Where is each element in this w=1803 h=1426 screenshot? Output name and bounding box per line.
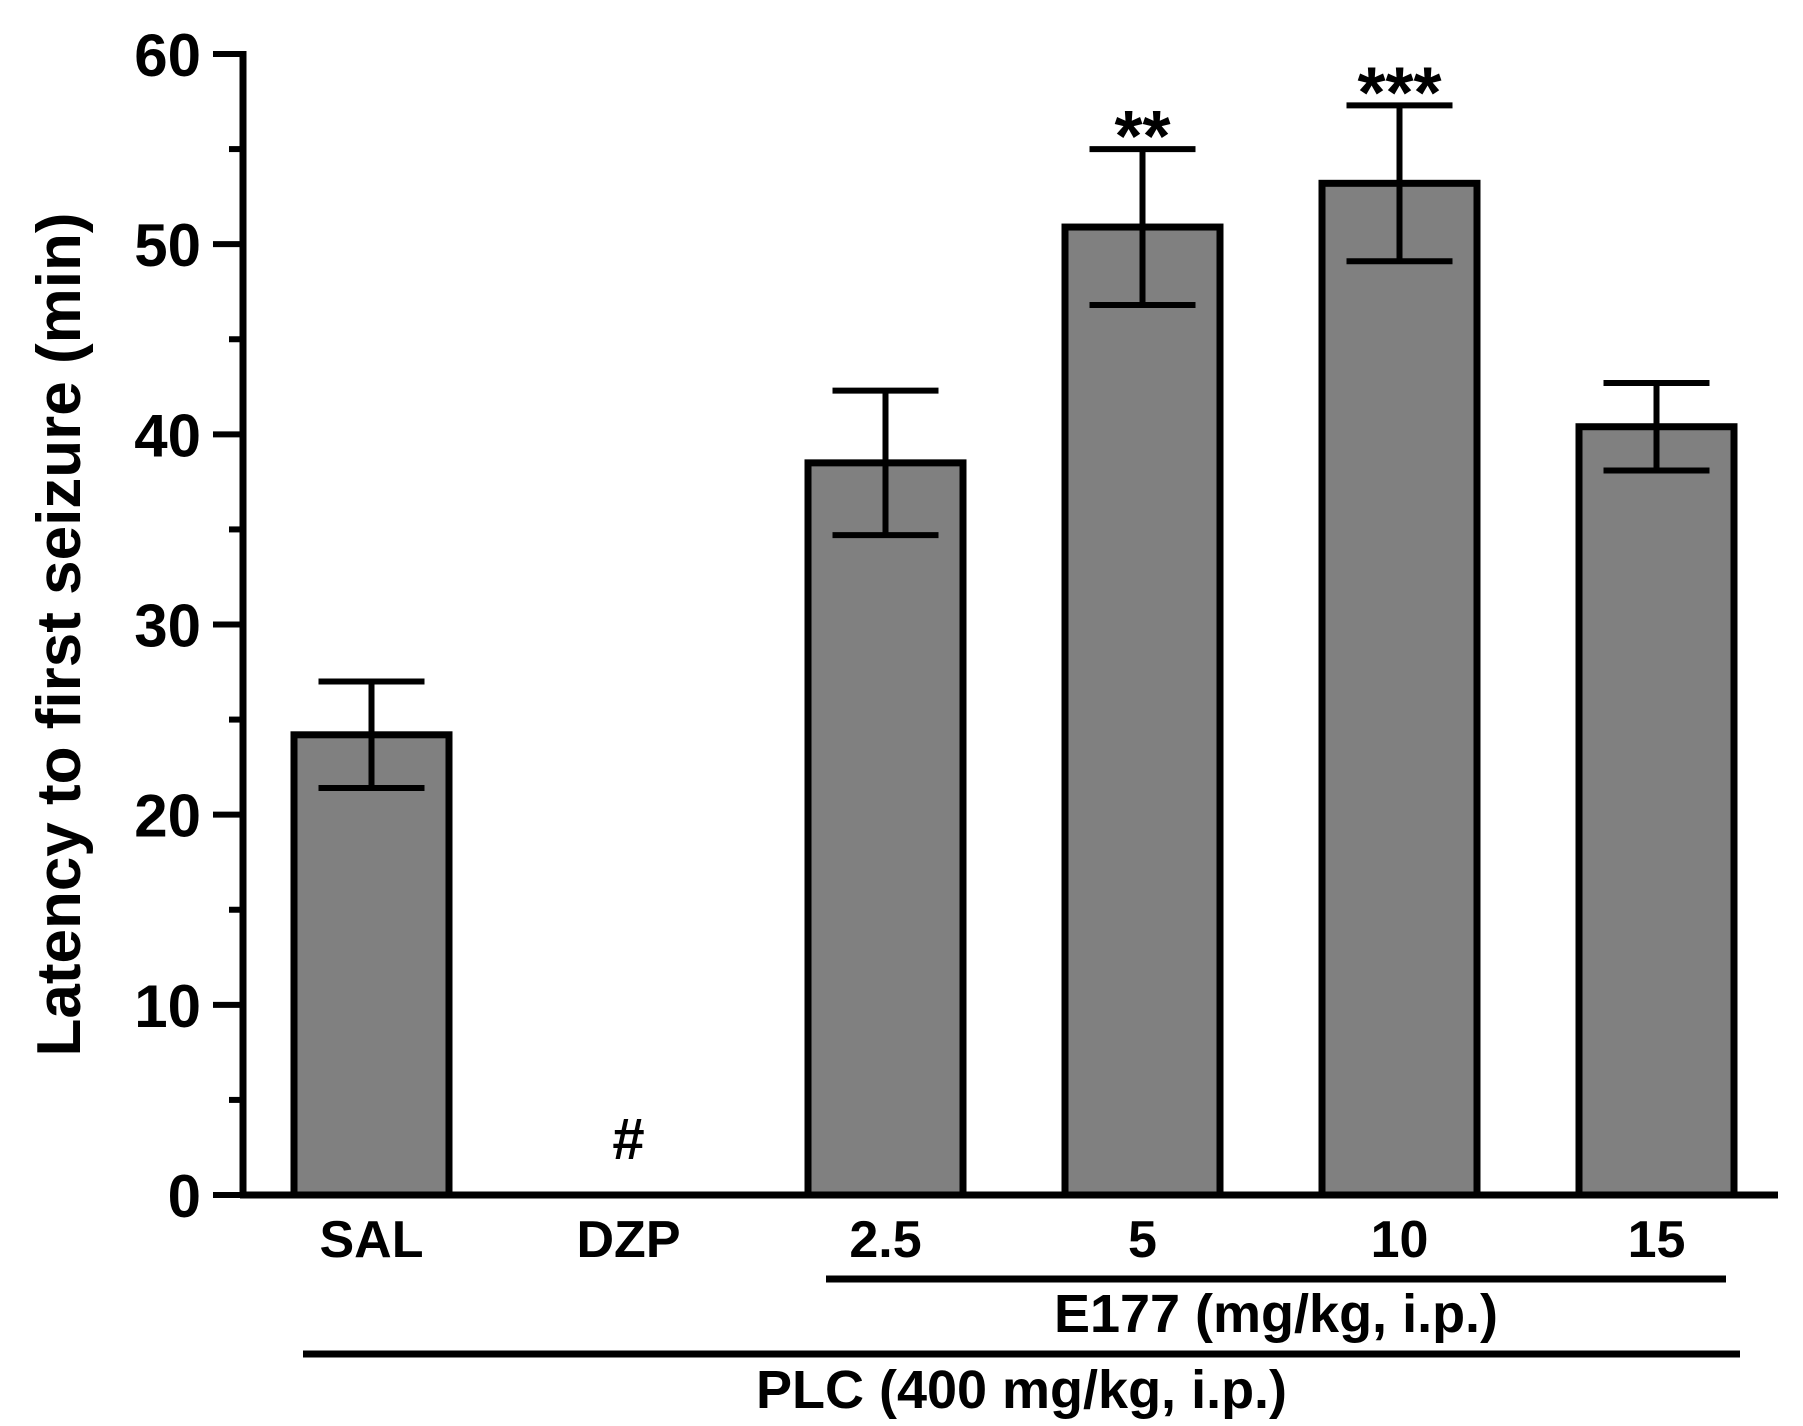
bar bbox=[1318, 179, 1481, 1199]
x-tick-label: SAL bbox=[320, 1211, 424, 1269]
y-tick-label: 30 bbox=[134, 593, 201, 660]
bar bbox=[1061, 223, 1224, 1199]
x-tick-label: 15 bbox=[1628, 1211, 1686, 1269]
y-axis-title: Latency to first seizure (min) bbox=[25, 212, 94, 1056]
bar bbox=[1575, 423, 1738, 1199]
y-tick-label: 60 bbox=[134, 22, 201, 89]
y-tick-label: 0 bbox=[168, 1163, 201, 1230]
y-tick-label: 10 bbox=[134, 973, 201, 1040]
significance-annotation: ** bbox=[1114, 97, 1170, 177]
x-tick-label: 5 bbox=[1128, 1211, 1157, 1269]
y-tick-label: 20 bbox=[134, 783, 201, 850]
axes-layer bbox=[213, 51, 1778, 1358]
group-label: PLC (400 mg/kg, i.p.) bbox=[756, 1360, 1287, 1420]
bar bbox=[804, 459, 967, 1199]
significance-annotation: *** bbox=[1357, 53, 1441, 133]
significance-annotation: # bbox=[612, 1107, 644, 1172]
group-label: E177 (mg/kg, i.p.) bbox=[1054, 1284, 1498, 1344]
bar bbox=[290, 731, 453, 1199]
y-tick-label: 40 bbox=[134, 402, 201, 469]
x-tick-label: DZP bbox=[577, 1211, 681, 1269]
y-tick-label: 50 bbox=[134, 212, 201, 279]
bars-layer bbox=[290, 102, 1738, 1199]
x-tick-label: 10 bbox=[1371, 1211, 1429, 1269]
x-tick-label: 2.5 bbox=[849, 1211, 921, 1269]
